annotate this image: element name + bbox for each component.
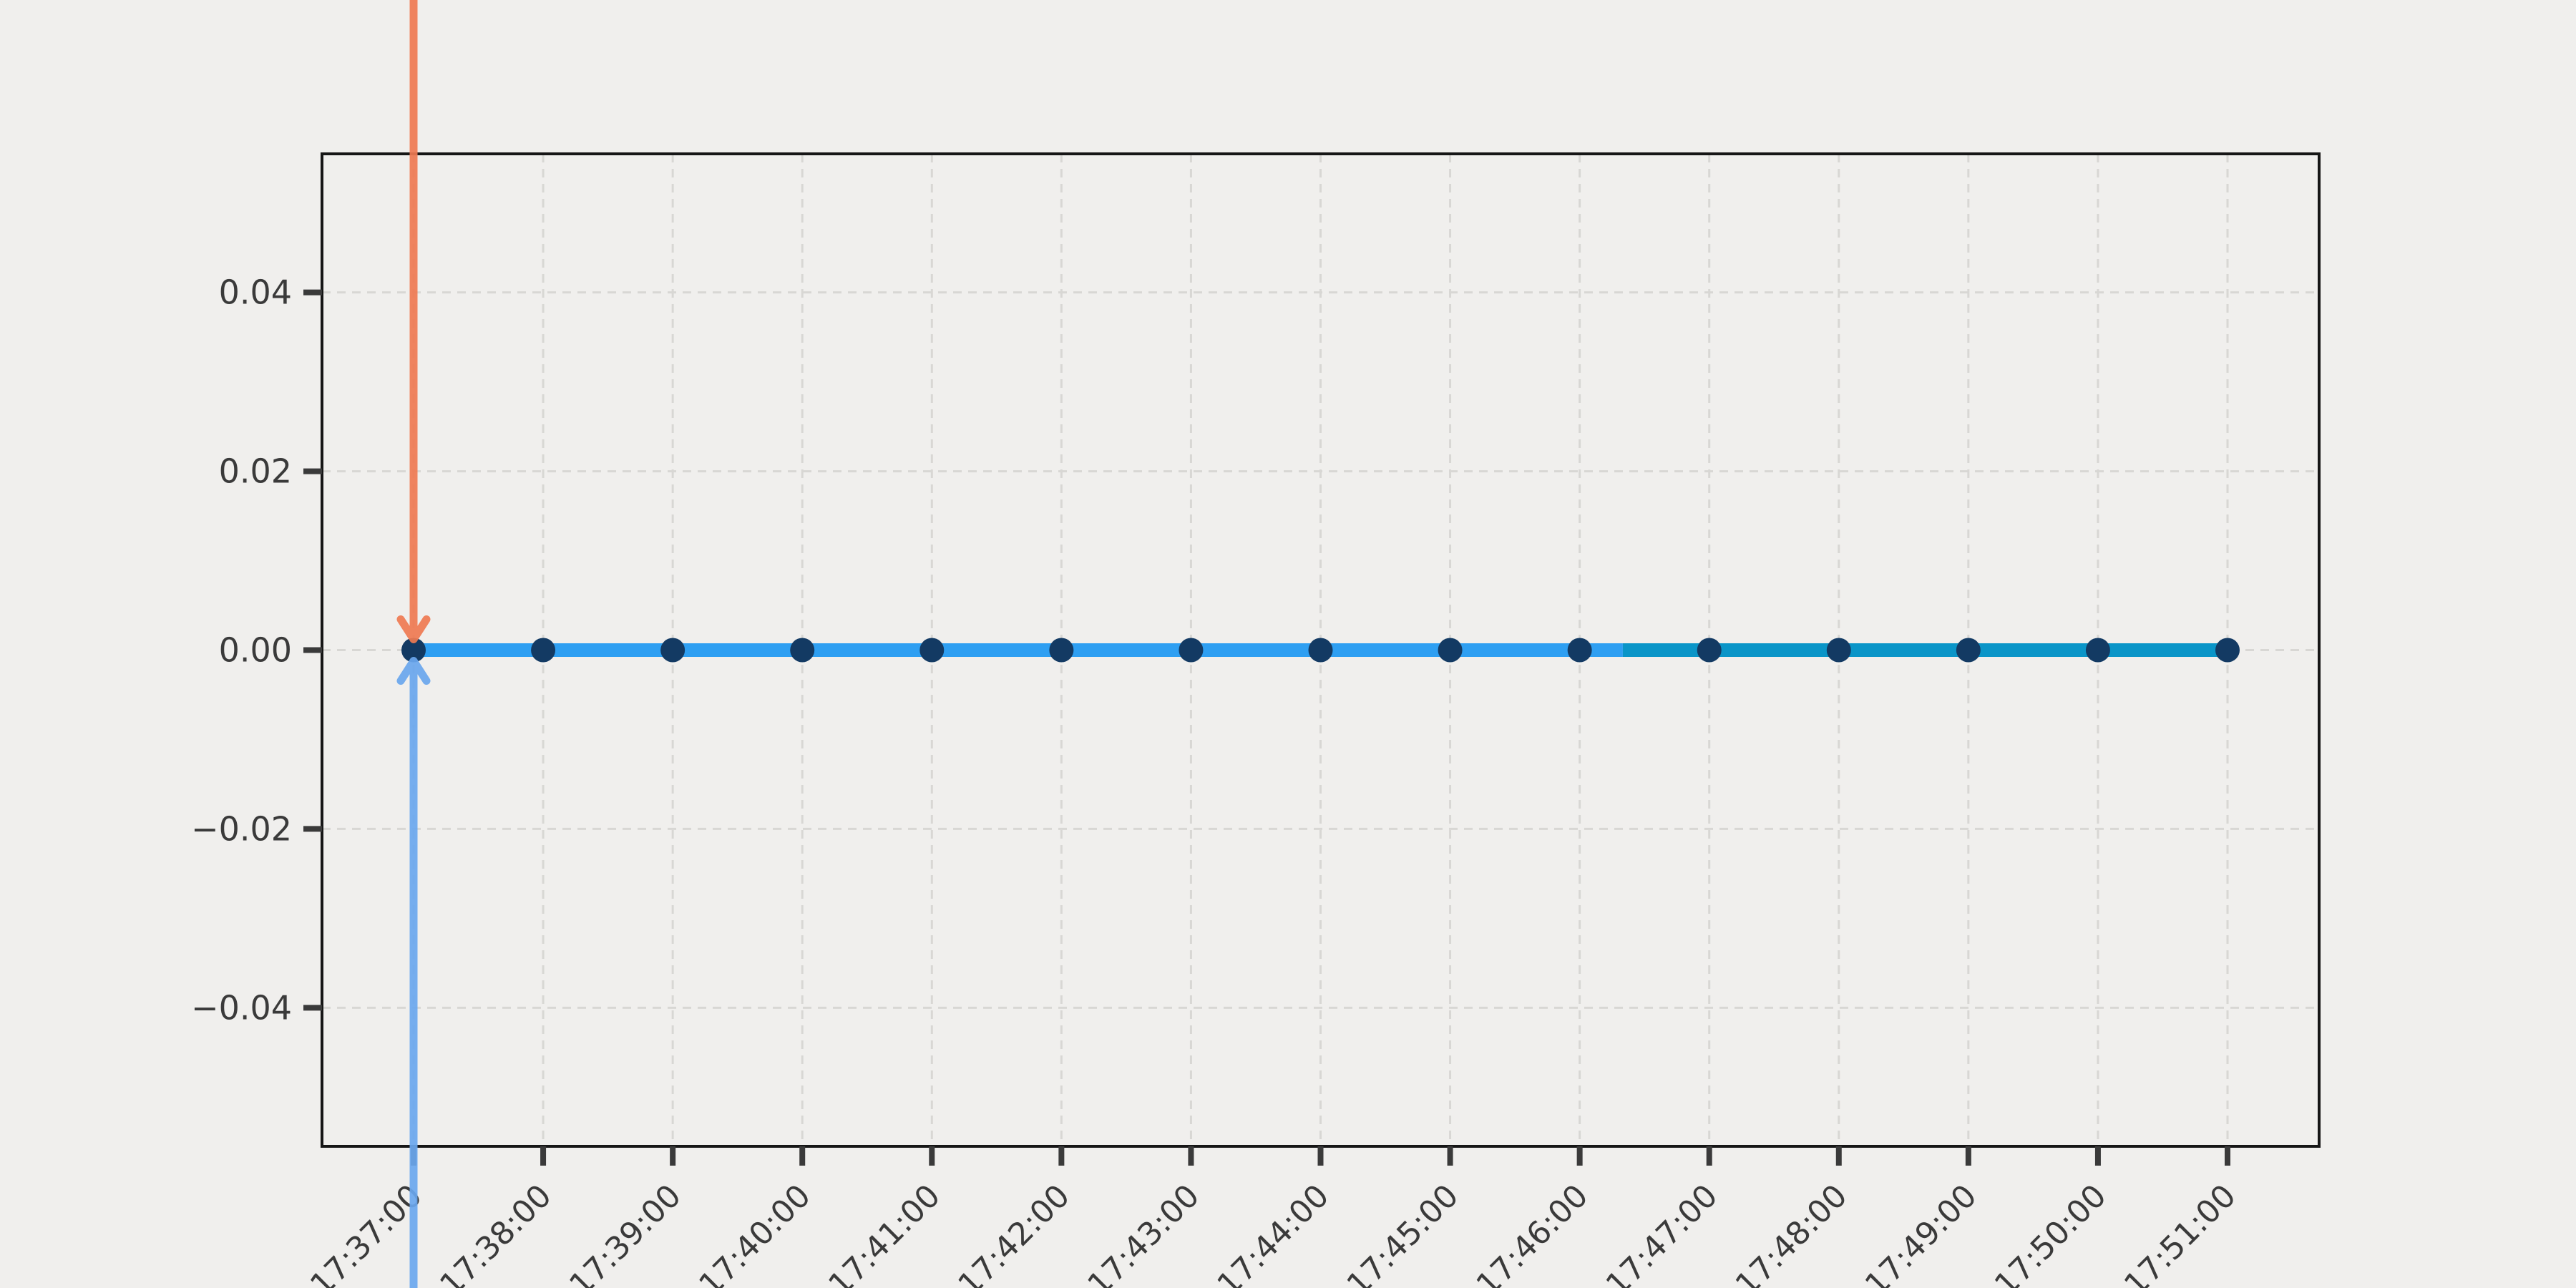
data-point-marker xyxy=(1826,638,1851,663)
y-tick-label: 0.02 xyxy=(219,452,292,491)
y-tick-label: −0.02 xyxy=(191,809,292,848)
data-point-marker xyxy=(401,638,426,663)
y-tick-label: 0.04 xyxy=(219,273,292,312)
data-point-marker xyxy=(2215,638,2240,663)
data-point-marker xyxy=(790,638,815,663)
data-point-marker xyxy=(660,638,686,663)
data-point-marker xyxy=(1697,638,1722,663)
y-tick-label: 0.00 xyxy=(219,631,292,670)
data-point-marker xyxy=(1956,638,1981,663)
data-point-marker xyxy=(531,638,556,663)
data-point-marker xyxy=(1179,638,1204,663)
y-tick-label: −0.04 xyxy=(191,988,292,1027)
data-point-marker xyxy=(919,638,945,663)
annotation-arrow-down-icon xyxy=(396,0,431,643)
data-point-marker xyxy=(1567,638,1592,663)
data-point-marker xyxy=(1049,638,1074,663)
arrow-head xyxy=(396,657,431,685)
data-point-marker xyxy=(1308,638,1333,663)
data-point-marker xyxy=(2085,638,2110,663)
annotation-arrow-up-icon xyxy=(396,657,431,1288)
data-point-marker xyxy=(1438,638,1463,663)
arrow-head xyxy=(396,615,431,643)
